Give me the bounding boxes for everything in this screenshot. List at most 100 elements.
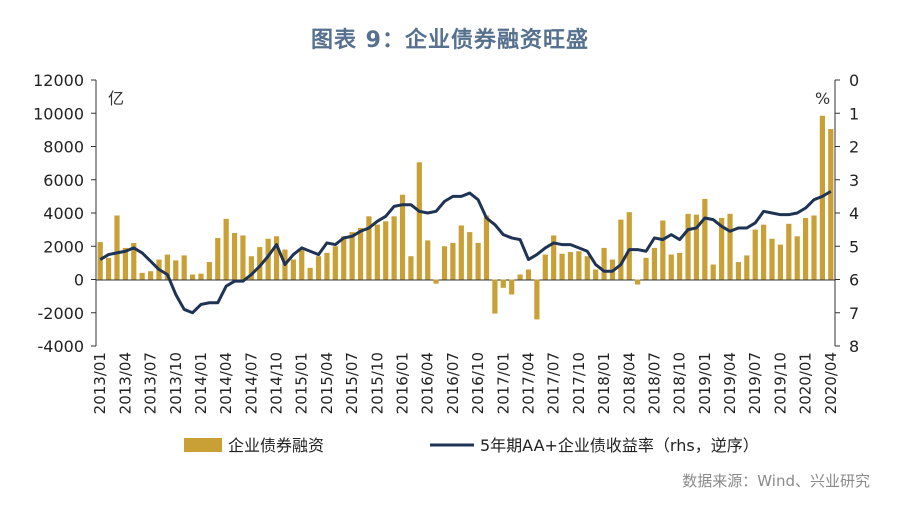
right-axis-ticks: 0 1 2 3 4 5 6 7 8 [835, 71, 859, 356]
bar-2016/04 [425, 240, 431, 280]
right-tick-label: 1 [849, 104, 859, 123]
x-tick-label: 2019/07 [746, 352, 764, 414]
bar-2013/12 [189, 274, 196, 280]
bar-2015/09 [366, 216, 372, 280]
bar-2020/02 [811, 215, 817, 280]
bar-2015/11 [383, 221, 389, 280]
x-tick-label: 2013/04 [116, 352, 134, 414]
bar-2017/04 [525, 269, 532, 280]
bar-2014/12 [290, 259, 296, 280]
x-tick-label: 2017/07 [545, 352, 563, 414]
bar-2015/02 [307, 267, 313, 280]
bar-2019/12 [794, 236, 800, 280]
legend-bar-swatch [184, 438, 222, 452]
bar-2019/09 [769, 238, 775, 280]
bar-2015/05 [332, 246, 338, 280]
bar-2013/03 [114, 215, 120, 280]
bar-series [97, 115, 834, 320]
left-tick-label: 2000 [43, 237, 84, 256]
bar-2017/08 [559, 253, 565, 280]
right-tick-label: 0 [849, 71, 859, 90]
bar-2017/05 [534, 279, 540, 320]
bar-2016/03 [416, 162, 422, 280]
bar-2013/09 [164, 254, 170, 280]
x-tick-label: 2015/01 [293, 352, 311, 414]
left-tick-label: -4000 [38, 337, 85, 356]
bar-2014/08 [257, 247, 263, 280]
bar-2019/04 [727, 213, 733, 280]
bar-2015/03 [315, 256, 322, 280]
left-unit-label: 亿 [108, 89, 124, 108]
right-tick-label: 5 [849, 237, 859, 256]
x-tick-label: 2014/01 [192, 352, 210, 414]
x-axis-ticks: 2013/01 2013/04 2013/07 2013/10 2014/01 2014/… [91, 352, 840, 414]
bar-2015/12 [391, 216, 397, 280]
bar-2019/01 [702, 198, 708, 280]
bar-2014/03 [215, 237, 221, 280]
left-tick-label: 12000 [33, 71, 84, 90]
right-tick-label: 8 [849, 337, 859, 356]
bar-2015/10 [374, 224, 380, 280]
right-tick-label: 2 [849, 138, 859, 157]
x-tick-label: 2015/10 [368, 352, 386, 414]
bar-2018/10 [677, 252, 683, 280]
bar-2015/01 [299, 249, 305, 280]
bar-2016/02 [408, 256, 414, 280]
x-tick-label: 2018/01 [595, 352, 613, 414]
x-tick-label: 2013/10 [167, 352, 185, 414]
bar-2018/05 [635, 279, 641, 285]
bar-2015/04 [324, 252, 330, 280]
bar-2017/11 [584, 256, 590, 280]
bar-2016/11 [483, 215, 490, 280]
bar-2019/06 [744, 255, 750, 280]
x-tick-label: 2014/10 [268, 352, 286, 414]
bar-2013/07 [147, 271, 154, 280]
right-tick-label: 7 [849, 304, 859, 323]
bar-2013/01 [97, 242, 103, 280]
bar-2018/09 [668, 254, 674, 280]
bar-2017/06 [542, 254, 548, 280]
bar-2016/09 [467, 232, 473, 280]
bar-2017/01 [500, 279, 506, 288]
bar-2015/08 [357, 227, 364, 280]
x-tick-label: 2015/07 [343, 352, 361, 414]
right-unit-label: % [815, 89, 830, 108]
bar-2019/02 [710, 264, 716, 280]
bar-2020/01 [803, 217, 809, 280]
left-tick-label: 4000 [43, 204, 84, 223]
bar-2014/06 [240, 235, 246, 280]
x-tick-label: 2017/04 [519, 352, 537, 414]
bar-2019/10 [777, 244, 784, 280]
bar-2014/09 [265, 238, 271, 280]
bar-2014/01 [198, 273, 204, 280]
bar-2018/06 [643, 257, 649, 280]
right-tick-label: 4 [849, 204, 859, 223]
x-tick-label: 2019/04 [721, 352, 739, 414]
bar-2017/07 [551, 235, 557, 280]
bar-2014/07 [248, 256, 254, 280]
bar-2017/03 [517, 274, 523, 280]
bar-2016/07 [450, 242, 456, 280]
x-tick-label: 2015/04 [318, 352, 336, 414]
bar-2015/07 [349, 232, 355, 280]
bar-2018/11 [685, 213, 691, 280]
x-tick-label: 2019/01 [696, 352, 714, 414]
bar-2016/12 [492, 279, 498, 314]
left-tick-label: -2000 [38, 304, 85, 323]
x-tick-label: 2020/01 [797, 352, 815, 414]
bar-2019/03 [719, 217, 725, 280]
legend-bar-label: 企业债券融资 [228, 436, 324, 455]
x-tick-label: 2018/07 [645, 352, 663, 414]
x-tick-label: 2016/10 [469, 352, 487, 414]
source-note: 数据来源：Wind、兴业研究 [682, 472, 870, 490]
bar-2014/10 [273, 236, 280, 280]
bar-2016/08 [458, 225, 464, 280]
x-tick-label: 2017/10 [570, 352, 588, 414]
legend-line-label: 5年期AA+企业债收益率（rhs，逆序） [480, 436, 759, 455]
x-tick-label: 2014/07 [242, 352, 260, 414]
bar-2018/03 [618, 219, 624, 280]
bar-2019/07 [752, 229, 758, 280]
x-tick-label: 2018/10 [671, 352, 689, 414]
left-tick-label: 6000 [43, 171, 84, 190]
